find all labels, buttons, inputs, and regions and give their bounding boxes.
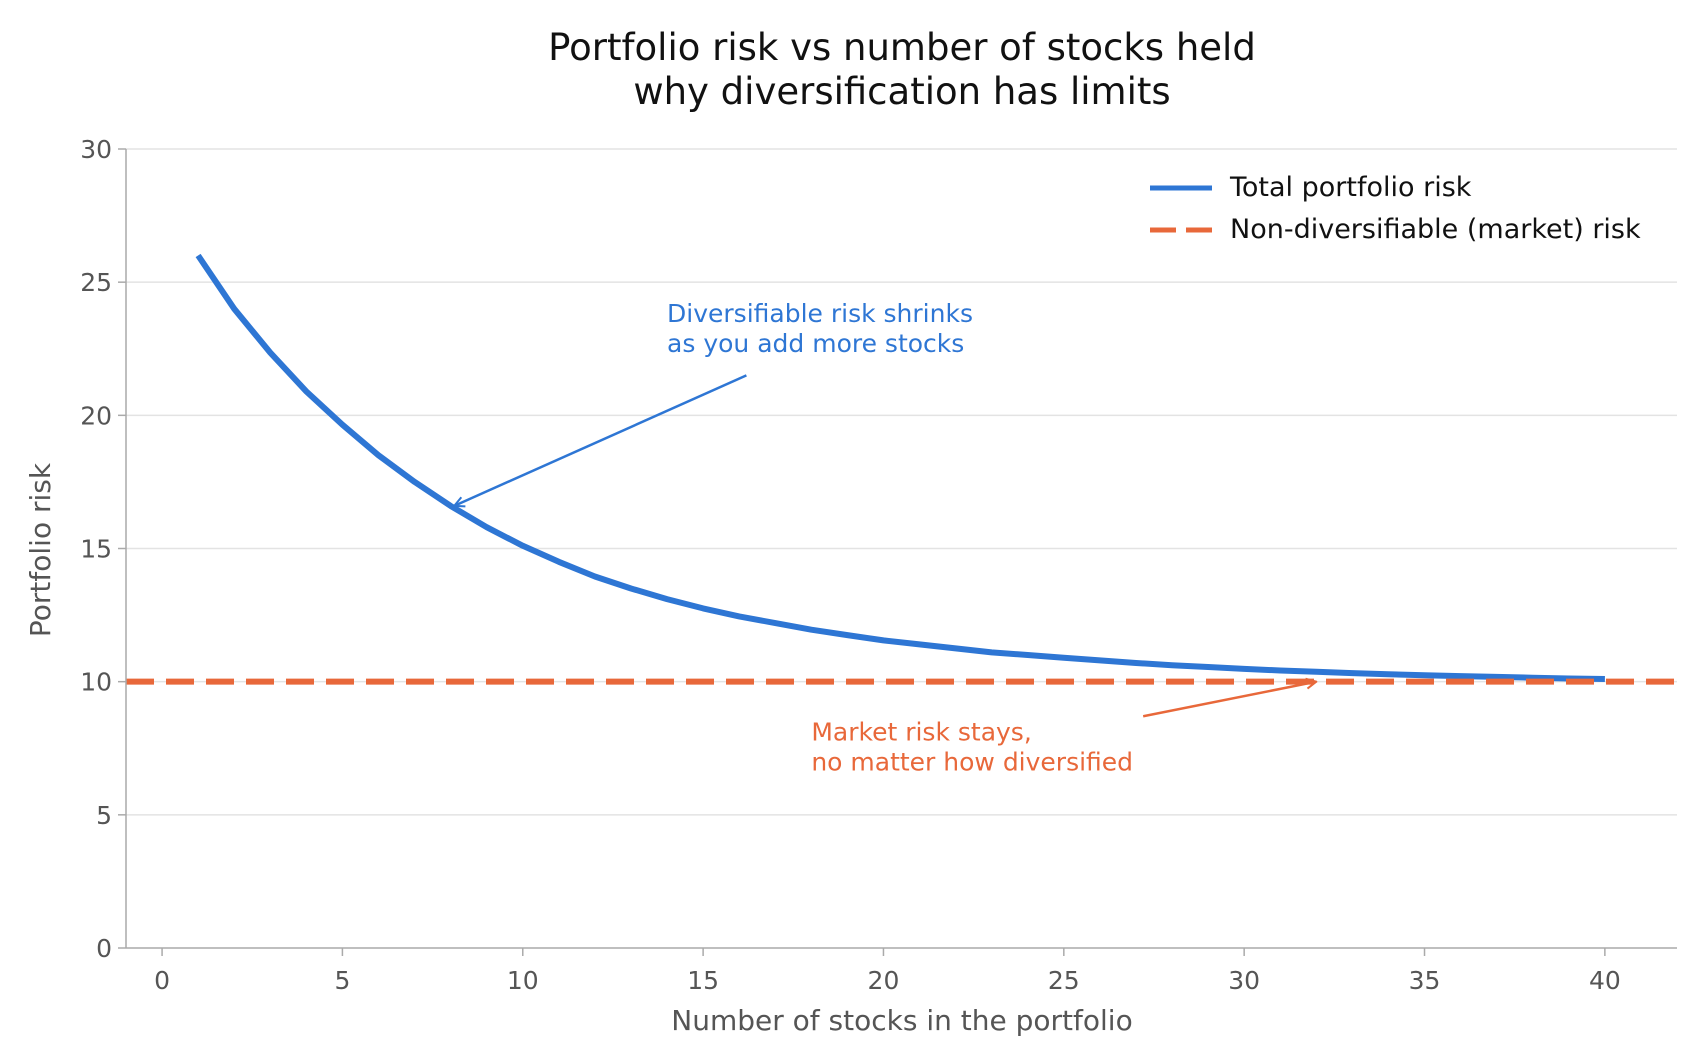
x-tick-label: 30 bbox=[1228, 966, 1260, 995]
x-tick-label: 20 bbox=[868, 966, 900, 995]
axes: 0 5 10 15 20 25 30 0 5 10 15 20 25 30 35 40 bbox=[80, 135, 1677, 995]
legend-label-market-risk: Non-diversifiable (market) risk bbox=[1230, 214, 1641, 245]
x-tick-label: 0 bbox=[154, 966, 170, 995]
annotation-arrow bbox=[1142, 682, 1316, 718]
legend: Total portfolio risk Non-diversifiable (… bbox=[1150, 172, 1641, 245]
y-tick-label: 30 bbox=[80, 135, 112, 164]
y-tick-label: 20 bbox=[80, 401, 112, 430]
x-tick-label: 35 bbox=[1409, 966, 1441, 995]
x-tick-label: 10 bbox=[507, 966, 539, 995]
legend-label-total-risk: Total portfolio risk bbox=[1229, 172, 1472, 203]
y-tick-label: 15 bbox=[80, 535, 112, 564]
x-tick-label: 15 bbox=[687, 966, 719, 995]
y-tick-label: 0 bbox=[96, 934, 112, 963]
y-axis-label: Portfolio risk bbox=[24, 462, 57, 637]
annotation-arrow bbox=[454, 374, 747, 506]
plot-area bbox=[126, 253, 1677, 685]
y-tick-label: 25 bbox=[80, 268, 112, 297]
y-tick-label: 10 bbox=[80, 668, 112, 697]
series-line-total-risk bbox=[195, 253, 1605, 682]
chart-title: Portfolio risk vs number of stocks held bbox=[548, 26, 1256, 69]
annotation-text: no matter how diversified bbox=[811, 747, 1133, 776]
annotation-text: Market risk stays, bbox=[811, 717, 1031, 746]
x-tick-label: 5 bbox=[334, 966, 350, 995]
annotation-text: Diversifiable risk shrinks bbox=[667, 299, 973, 328]
x-tick-label: 25 bbox=[1048, 966, 1080, 995]
y-tick-label: 5 bbox=[96, 801, 112, 830]
annotation-text: as you add more stocks bbox=[667, 329, 964, 358]
gridlines bbox=[126, 148, 1677, 816]
x-axis-label: Number of stocks in the portfolio bbox=[671, 1004, 1132, 1037]
x-tick-label: 40 bbox=[1589, 966, 1621, 995]
chart-subtitle: why diversification has limits bbox=[633, 70, 1170, 113]
